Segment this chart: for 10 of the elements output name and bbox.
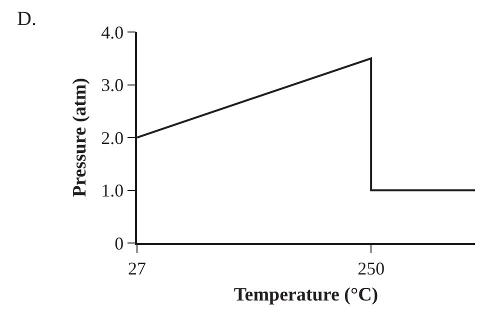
x-tick-label: 250 — [358, 258, 385, 278]
y-tick-label: 3.0 — [101, 75, 124, 96]
x-axis-title: Temperature (°C) — [234, 284, 378, 306]
y-tick-label: 4.0 — [101, 22, 124, 42]
y-tick-label: 1.0 — [101, 180, 124, 201]
x-tick-label: 27 — [128, 258, 146, 278]
y-tick-label: 2.0 — [101, 128, 124, 148]
y-axis-title: Pressure (atm) — [70, 78, 90, 198]
text: D. — [17, 8, 36, 30]
y-tick-label: 0 — [114, 233, 124, 254]
